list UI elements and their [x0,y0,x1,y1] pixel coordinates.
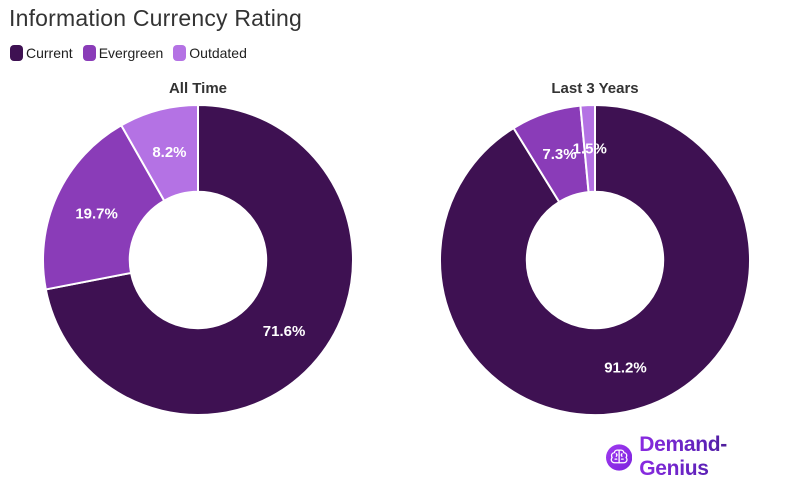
page-title: Information Currency Rating [9,5,303,31]
donut-last-3-years: 91.2% 7.3%1.5% [439,104,751,416]
pie-slice-evergreen [42,124,166,291]
donut-chart-last-3-years: Last 3 Years 91.2% 7.3% 1.5% [435,80,755,420]
legend-label-evergreen: Evergreen [98,45,164,61]
legend-swatch-outdated [173,45,187,61]
chart-title-last-3-years: Last 3 Years [551,80,639,97]
chart-title-all-time: All Time [168,80,228,97]
brand-name: Demand-Genius [639,433,792,481]
slice-label-current: 91.2% [604,359,647,376]
pie-slice-current [439,104,751,416]
legend-swatch-evergreen [82,45,96,61]
donut-chart-all-time: All Time 71.6% 19.7% 8.2% [38,80,358,420]
slice-label-outdated: 1.5% [573,141,607,158]
legend-label-outdated: Outdated [189,45,247,61]
slice-label-evergreen: 7.3% [542,146,576,163]
pie-slice-current [44,104,354,416]
pie-slice-outdated [120,104,199,202]
legend: Current Evergreen Outdated [10,45,247,61]
legend-label-current: Current [26,45,73,61]
legend-swatch-current [10,45,23,61]
brain-icon [606,443,633,471]
pie-slice-outdated [579,104,596,194]
legend-item-current: Current [10,45,73,61]
legend-item-evergreen: Evergreen [82,45,164,61]
slice-label-evergreen: 19.7% [75,205,118,222]
donut-all-time: 71.6% 19.7% 8.2% [42,104,354,416]
brand-logo: Demand-Genius [606,433,792,481]
slice-label-current: 71.6% [263,323,306,340]
legend-item-outdated: Outdated [173,45,247,61]
slice-label-outdated: 8.2% [152,144,186,161]
